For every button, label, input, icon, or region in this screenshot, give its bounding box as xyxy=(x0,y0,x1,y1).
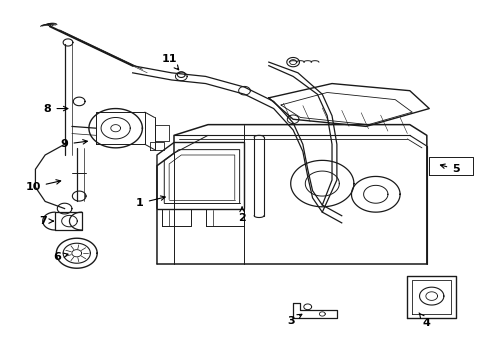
Text: 10: 10 xyxy=(25,180,61,192)
Text: 3: 3 xyxy=(286,314,301,326)
Text: 5: 5 xyxy=(440,164,459,174)
Text: 1: 1 xyxy=(136,196,165,208)
Text: 6: 6 xyxy=(53,252,68,262)
Text: 11: 11 xyxy=(161,54,178,70)
Text: 8: 8 xyxy=(43,104,68,113)
Text: 2: 2 xyxy=(238,207,245,222)
Text: 9: 9 xyxy=(61,139,87,149)
Text: 4: 4 xyxy=(418,313,430,328)
Text: 7: 7 xyxy=(39,216,53,226)
